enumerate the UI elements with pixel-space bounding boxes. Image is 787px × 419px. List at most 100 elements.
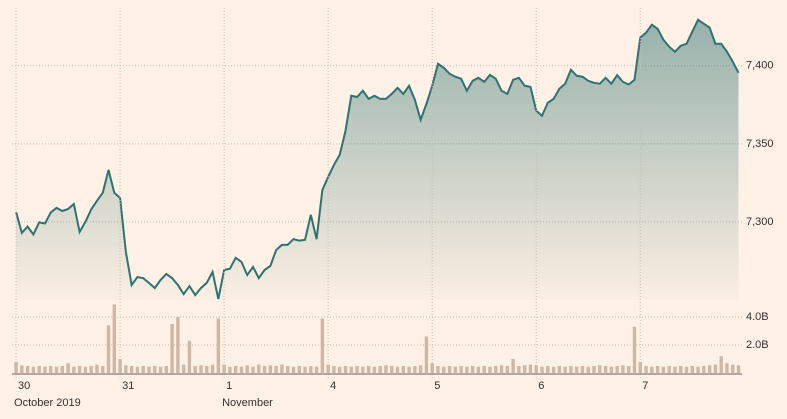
volume-bar [407, 366, 411, 373]
volume-bar [731, 364, 735, 373]
volume-bar [546, 366, 550, 373]
volume-bar [199, 365, 203, 373]
x-tick-label: 5 [434, 380, 440, 392]
volume-bar [430, 363, 434, 373]
volume-bar [511, 359, 515, 373]
volume-bar [621, 365, 625, 373]
x-sublabel: October 2019 [14, 397, 81, 409]
volume-bar [586, 366, 590, 373]
volume-bar [320, 318, 325, 373]
volume-bar [216, 318, 221, 373]
x-sublabel: November [222, 397, 273, 409]
volume-bar [20, 365, 24, 373]
volume-bar [372, 366, 377, 373]
volume-bar [702, 366, 706, 373]
x-tick-label: 6 [538, 380, 544, 392]
volume-bar [488, 366, 492, 373]
volume-bar [615, 366, 619, 373]
volume-bar [673, 366, 677, 373]
volume-bar [401, 366, 405, 373]
volume-bar [592, 366, 596, 373]
volume-bar [627, 366, 631, 373]
volume-bar [124, 365, 128, 373]
volume-bar [233, 366, 238, 373]
volume-bar [413, 366, 417, 373]
volume-bar [77, 366, 82, 373]
volume-bar [332, 366, 336, 373]
volume-bar [580, 366, 585, 373]
volume-bar [569, 366, 573, 373]
volume-bar [522, 365, 527, 373]
volume-bar [395, 366, 400, 373]
volume-bar [274, 366, 278, 373]
volume-bar [280, 364, 284, 373]
volume-bar [309, 366, 313, 373]
x-tick-label: 31 [122, 380, 134, 392]
volume-bar [193, 366, 197, 373]
volume-bar [338, 366, 342, 373]
x-tick-label: 30 [18, 380, 30, 392]
volume-bar [696, 366, 700, 373]
volume-bar [574, 366, 579, 373]
x-tick-label: 4 [330, 380, 336, 392]
volume-bar [14, 361, 18, 373]
volume-bar [736, 365, 741, 373]
volume-bar [557, 366, 562, 373]
volume-bar [725, 363, 729, 373]
volume-bar [239, 366, 244, 373]
volume-bar [31, 366, 36, 373]
volume-bar [361, 366, 365, 373]
volume-bar [638, 361, 642, 373]
volume-bar [551, 366, 556, 373]
volume-bar [482, 366, 486, 373]
volume-bar [632, 326, 637, 373]
x-tick-label: 1 [226, 380, 232, 392]
volume-bar [176, 317, 180, 373]
volume-bar [210, 364, 215, 373]
volume-bar [517, 366, 521, 373]
volume-bar [205, 366, 209, 373]
volume-bar [355, 366, 359, 373]
volume-bar [679, 366, 683, 373]
volume-bar [436, 366, 440, 373]
volume-bar [459, 366, 463, 373]
volume-bar [257, 364, 261, 373]
volume-bar [245, 365, 249, 373]
volume-bar [418, 365, 423, 373]
y-tick-label: 7,300 [746, 216, 774, 228]
volume-bar [349, 366, 353, 373]
volume-bar [291, 366, 296, 373]
volume-bar [655, 366, 660, 373]
volume-bar [707, 365, 712, 373]
volume-bar [598, 365, 602, 373]
volume-bar [690, 366, 694, 373]
volume-bar [141, 366, 145, 373]
volume-bar [268, 365, 273, 373]
volume-bar [187, 340, 192, 373]
volume-bar [25, 366, 30, 373]
volume-bar [54, 366, 59, 373]
volume-bar [286, 366, 290, 373]
volume-bar [60, 366, 64, 373]
volume-bar [164, 366, 169, 373]
volume-bar [158, 366, 163, 373]
volume-bar [343, 366, 348, 373]
volume-bar [384, 365, 388, 373]
volume-bar [153, 366, 157, 373]
volume-bar [129, 366, 134, 373]
volume-bar [83, 366, 88, 373]
volume-bar [603, 366, 608, 373]
volume-bar [644, 366, 648, 373]
volume-bar [222, 364, 226, 373]
y-tick-label: 2.0B [746, 339, 769, 351]
volume-bar [37, 366, 41, 373]
volume-bar [650, 366, 654, 373]
volume-bar [170, 324, 174, 373]
volume-bar [534, 365, 538, 373]
volume-bar [528, 364, 533, 373]
volume-bar [135, 366, 140, 373]
volume-bar [181, 364, 186, 373]
volume-bar [297, 366, 301, 373]
volume-bar [72, 366, 76, 373]
